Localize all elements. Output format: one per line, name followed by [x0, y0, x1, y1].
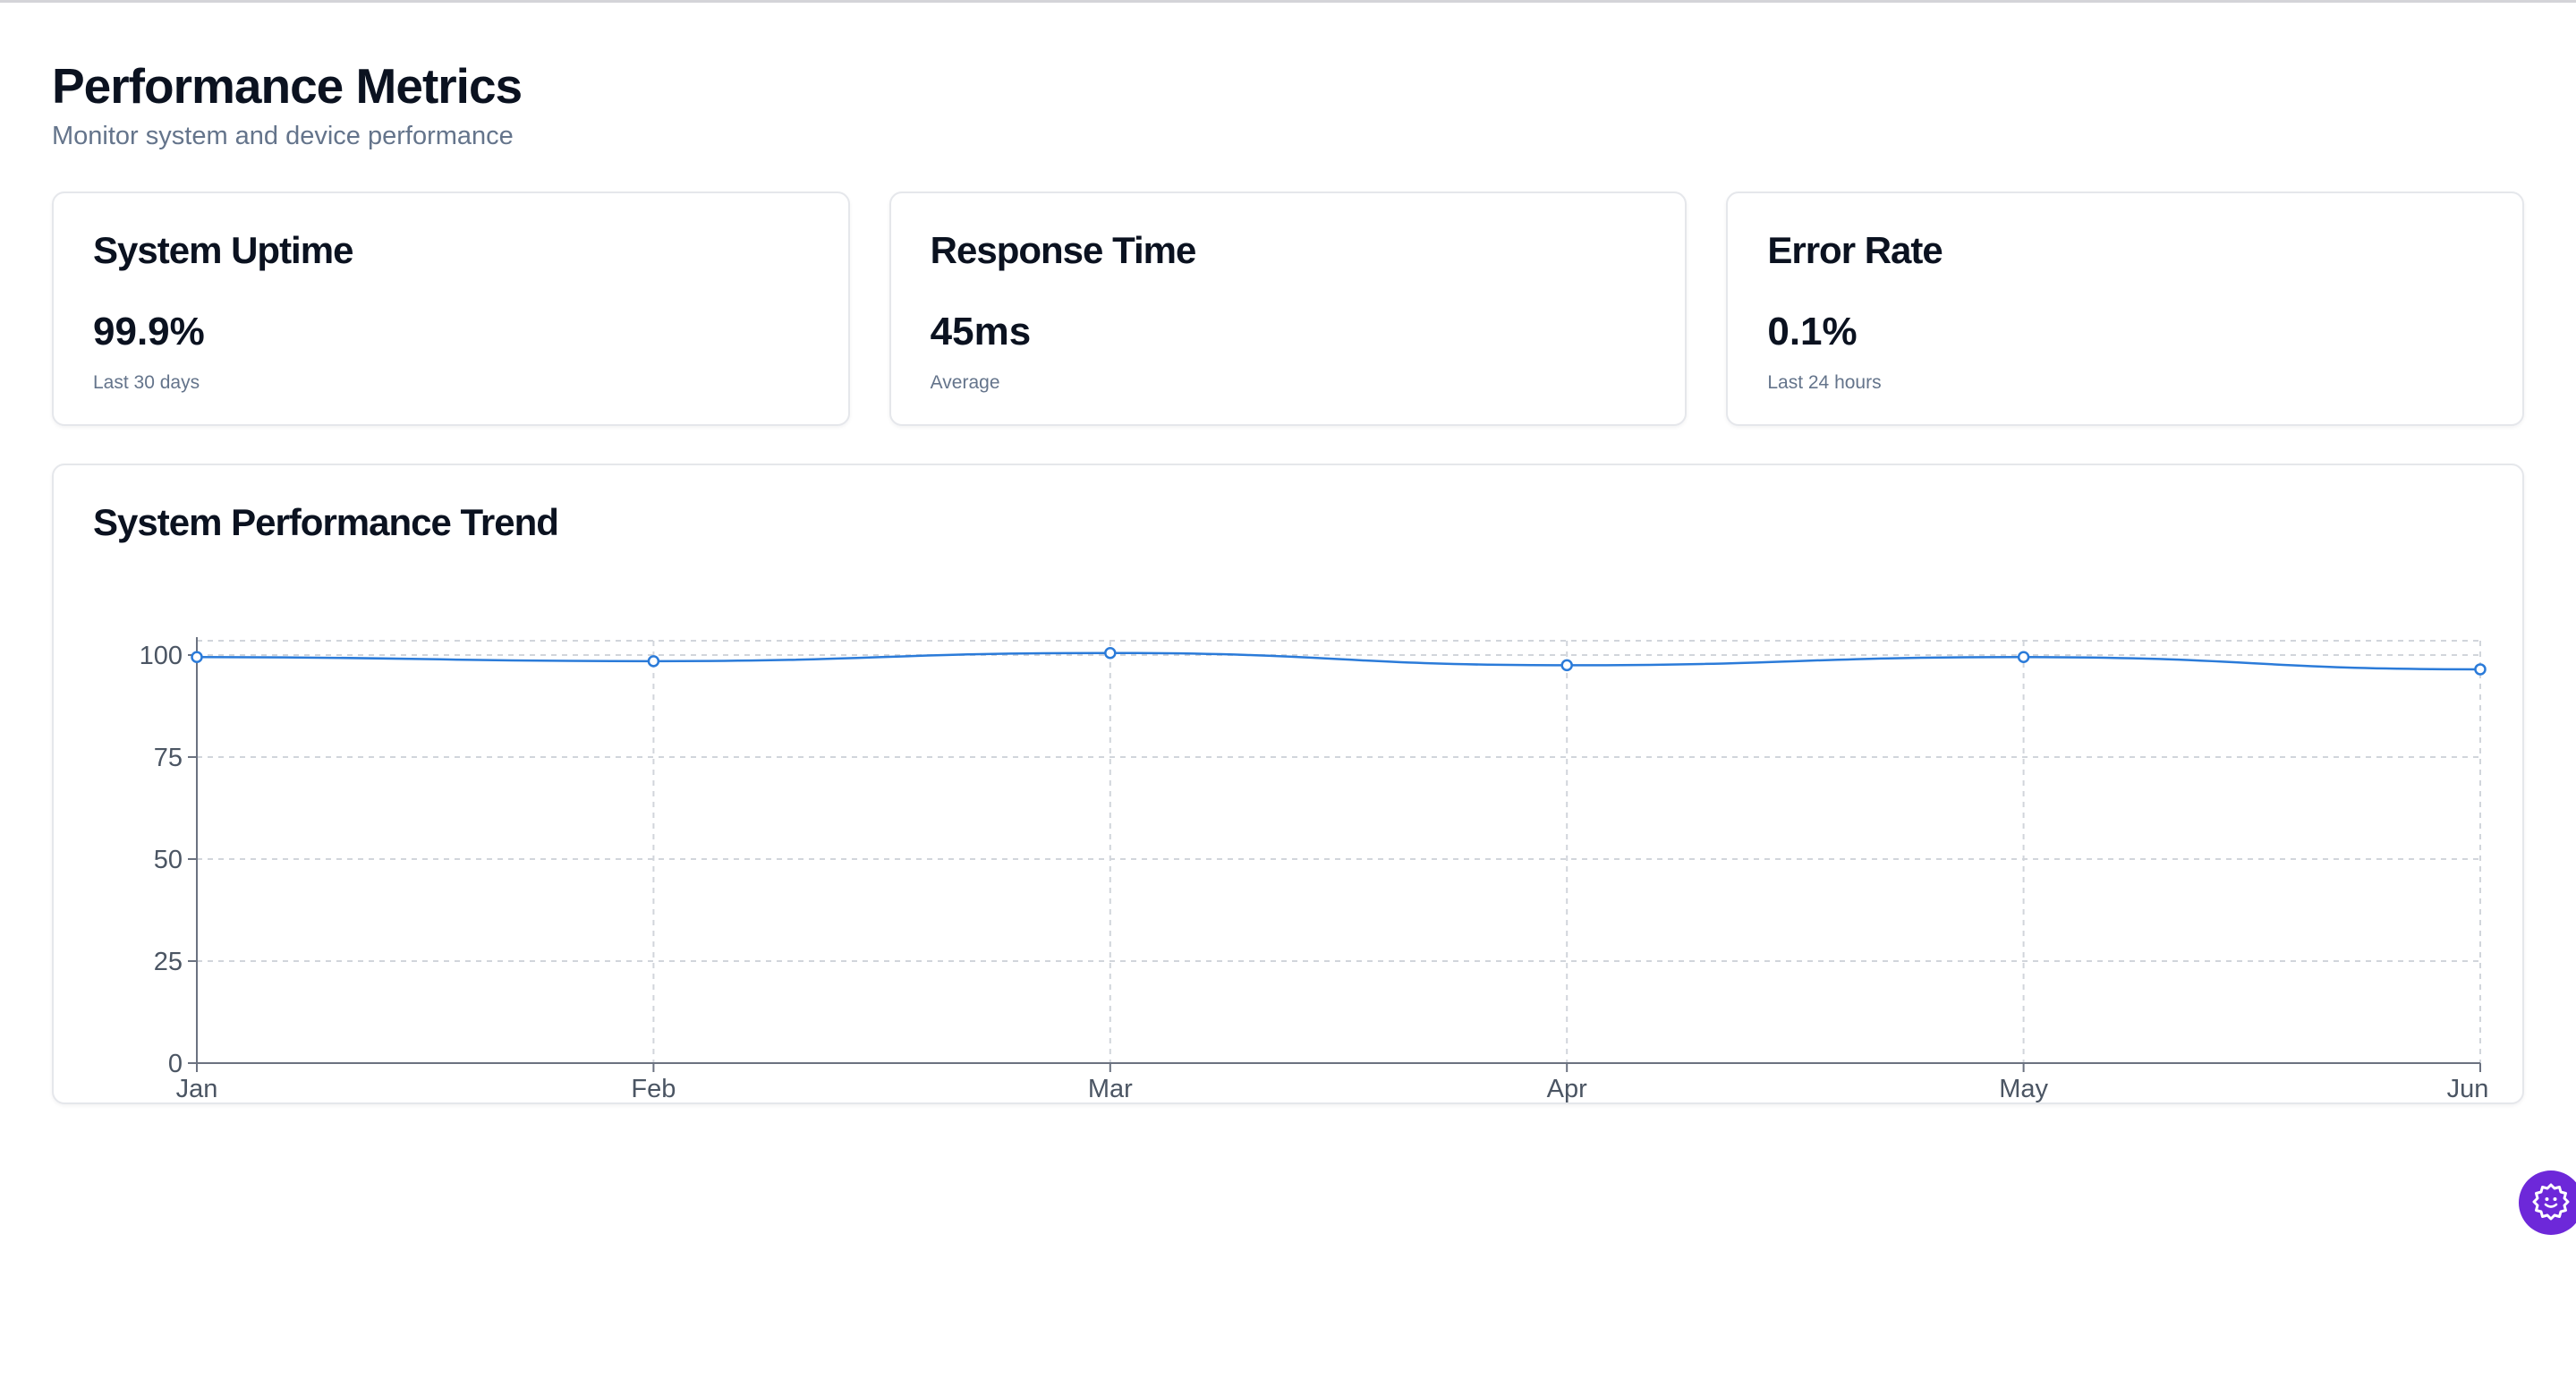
card-caption: Average	[930, 372, 1000, 393]
card-value: 45ms	[930, 310, 1032, 353]
card-value: 0.1%	[1767, 310, 1858, 353]
data-point	[2474, 663, 2487, 676]
page-content: Performance Metrics Monitor system and d…	[52, 54, 2525, 1104]
x-tick-label: Feb	[631, 1075, 676, 1103]
data-point	[2017, 651, 2030, 664]
y-tick-label: 0	[168, 1050, 183, 1078]
y-tick-label: 75	[154, 744, 183, 772]
x-tick-label: Apr	[1547, 1075, 1587, 1103]
gear-smile-icon	[2531, 1181, 2571, 1225]
floating-settings-button[interactable]	[2519, 1170, 2576, 1235]
x-tick-label: Jun	[2447, 1075, 2489, 1103]
card-title: System Uptime	[93, 229, 353, 271]
metric-card-error-rate: Error Rate 0.1% Last 24 hours	[1726, 192, 2525, 426]
metric-card-uptime: System Uptime 99.9% Last 30 days	[52, 192, 850, 426]
data-point	[1560, 659, 1573, 672]
card-value: 99.9%	[93, 310, 205, 353]
card-title: Error Rate	[1767, 229, 1943, 271]
chart-title: System Performance Trend	[93, 501, 559, 543]
y-tick-label: 50	[154, 846, 183, 874]
page-subtitle: Monitor system and device performance	[52, 122, 514, 150]
x-tick-label: Mar	[1088, 1075, 1133, 1103]
data-point	[647, 655, 660, 668]
card-title: Response Time	[930, 229, 1197, 271]
performance-line-chart: 0 25 50 75 100 Jan Feb Mar Apr May Jun	[140, 637, 2489, 1103]
metric-card-response-time: Response Time 45ms Average	[888, 192, 1688, 426]
series-line	[196, 651, 2481, 671]
metric-cards: System Uptime 99.9% Last 30 days Respons…	[52, 192, 2525, 426]
page-title: Performance Metrics	[52, 58, 523, 114]
card-caption: Last 24 hours	[1767, 372, 1882, 393]
x-tick-label: Jan	[176, 1075, 218, 1103]
y-tick-label: 25	[154, 948, 183, 976]
card-caption: Last 30 days	[93, 372, 200, 393]
performance-trend-card: System Performance Trend 0 25 50 75 100 Jan Fe…	[52, 464, 2524, 1104]
top-divider	[0, 0, 2576, 3]
y-tick-label: 100	[140, 642, 183, 670]
x-tick-label: May	[1999, 1075, 2048, 1103]
data-point	[1104, 646, 1117, 660]
data-point	[191, 651, 203, 664]
